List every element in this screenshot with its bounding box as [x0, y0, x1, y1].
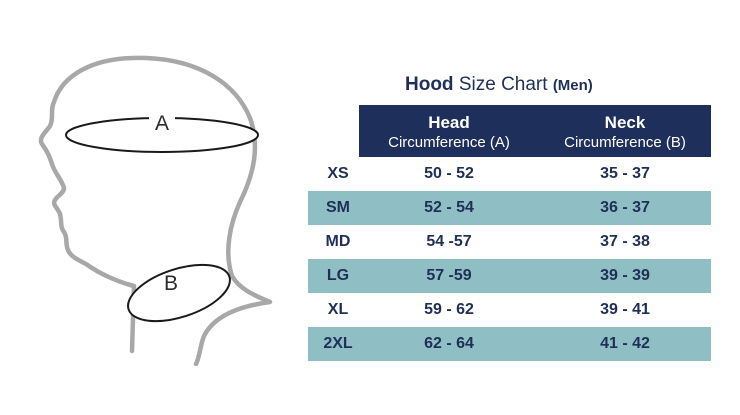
label-a: A	[155, 112, 169, 135]
neck-circumference-cell: 36 - 37	[600, 199, 650, 216]
size-cell: LG	[326, 267, 350, 284]
head-circumference-cell: 59 - 62	[424, 301, 474, 318]
chart-title: Hood Size Chart (Men)	[405, 74, 593, 96]
column-header-head-name: Head	[428, 113, 470, 132]
neck-circumference-cell: 41 - 42	[600, 335, 650, 352]
chart-title-bold: Hood	[405, 74, 454, 95]
label-b: B	[164, 272, 178, 295]
size-cell: XL	[327, 301, 349, 318]
head-circumference-cell: 52 - 54	[424, 199, 474, 216]
head-measurement-diagram: A B	[38, 55, 273, 366]
table-header-row: Head Circumference (A) Neck Circumferenc…	[308, 105, 711, 157]
label-a-backdrop	[149, 110, 175, 136]
column-header-neck-name: Neck	[604, 113, 646, 132]
table-row: XS 50 - 52 35 - 37	[308, 157, 711, 191]
head-circumference-cell: 57 -59	[426, 267, 472, 284]
table-header-band	[359, 105, 711, 157]
column-header-head-sub: Circumference (A)	[388, 134, 510, 151]
head-outline	[38, 55, 273, 366]
neck-circumference-cell: 39 - 41	[600, 301, 650, 318]
size-cell: XS	[327, 165, 349, 182]
table-row: 2XL 62 - 64 41 - 42	[308, 327, 711, 361]
column-header-neck-sub: Circumference (B)	[564, 134, 686, 151]
size-table: Head Circumference (A) Neck Circumferenc…	[308, 105, 711, 361]
size-cell: 2XL	[323, 335, 353, 352]
table-row: XL 59 - 62 39 - 41	[308, 293, 711, 327]
chart-title-text: Size Chart	[453, 74, 553, 95]
table-row: LG 57 -59 39 - 39	[308, 259, 711, 293]
table-row: MD 54 -57 37 - 38	[308, 225, 711, 259]
head-circumference-cell: 54 -57	[426, 233, 472, 250]
size-cell: MD	[325, 233, 351, 250]
neck-circumference-cell: 37 - 38	[600, 233, 650, 250]
neck-circumference-cell: 35 - 37	[600, 165, 650, 182]
column-header-head: Head Circumference (A)	[359, 113, 539, 153]
neck-circumference-cell: 39 - 39	[600, 267, 650, 284]
size-cell: SM	[326, 199, 350, 216]
head-circumference-cell: 50 - 52	[424, 165, 474, 182]
column-header-neck: Neck Circumference (B)	[539, 113, 711, 153]
head-circumference-cell: 62 - 64	[424, 335, 474, 352]
neck-circumference-ellipse	[127, 263, 231, 323]
table-row: SM 52 - 54 36 - 37	[308, 191, 711, 225]
chart-title-suffix: (Men)	[552, 77, 593, 94]
